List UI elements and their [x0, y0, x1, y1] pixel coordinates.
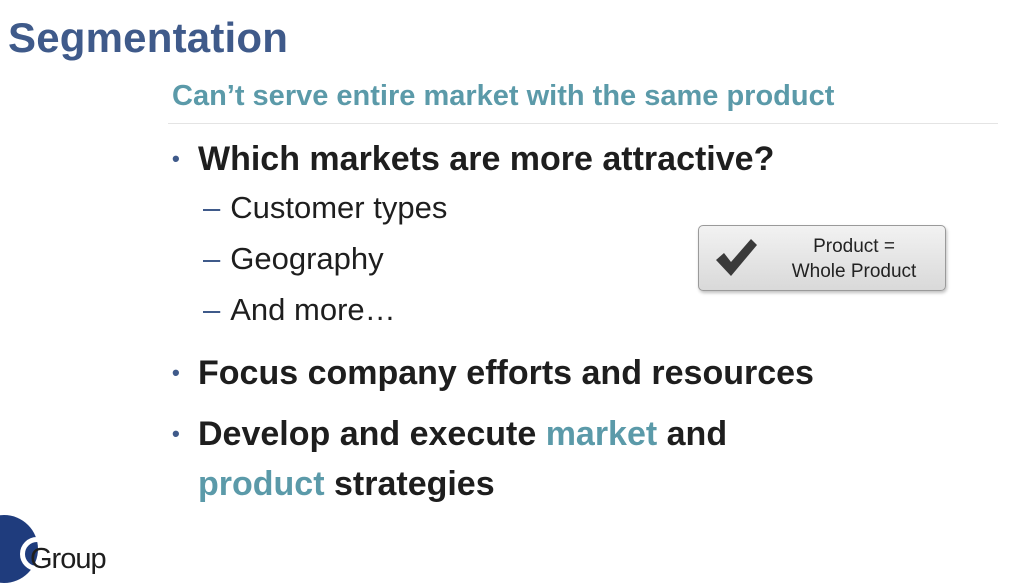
- slide-subtitle: Can’t serve entire market with the same …: [172, 80, 835, 112]
- bullet-text: Develop and execute market and product st…: [198, 409, 727, 509]
- dash-marker: –: [203, 292, 221, 327]
- bullet-text: Which markets are more attractive?: [198, 140, 775, 178]
- bullet-marker: •: [172, 360, 180, 385]
- logo-wordmark: Group: [30, 543, 107, 575]
- callout-line-1: Product =: [813, 236, 895, 257]
- sub-bullet-2: – Geography: [203, 241, 384, 277]
- logo-ring-icon: [20, 537, 54, 571]
- sub-bullet-3: – And more…: [203, 292, 396, 328]
- checkmark-icon: [716, 239, 757, 276]
- sub-bullet-text: And more…: [230, 292, 396, 327]
- highlight-market: market: [545, 415, 658, 453]
- bullet-marker: •: [172, 421, 180, 446]
- dash-marker: –: [203, 241, 221, 276]
- callout-line-2: Whole Product: [791, 261, 917, 282]
- highlight-product: product: [198, 465, 325, 503]
- sub-bullet-1: – Customer types: [203, 190, 447, 226]
- bullet-text-part: Develop and execute: [198, 415, 546, 453]
- callout-text: Product = Whole Product: [769, 234, 939, 284]
- dash-marker: –: [203, 190, 221, 225]
- sub-bullet-text: Customer types: [230, 190, 448, 225]
- bullet-marker: •: [172, 146, 180, 171]
- slide-title: Segmentation: [8, 14, 289, 61]
- bullet-text-part: strategies: [324, 465, 495, 503]
- company-logo: Group: [0, 515, 140, 583]
- sub-bullet-text: Geography: [230, 241, 384, 276]
- bullet-text: Focus company efforts and resources: [198, 354, 814, 392]
- bullet-text-part: and: [657, 415, 728, 453]
- divider: [168, 123, 998, 124]
- whole-product-callout: Product = Whole Product: [698, 225, 946, 291]
